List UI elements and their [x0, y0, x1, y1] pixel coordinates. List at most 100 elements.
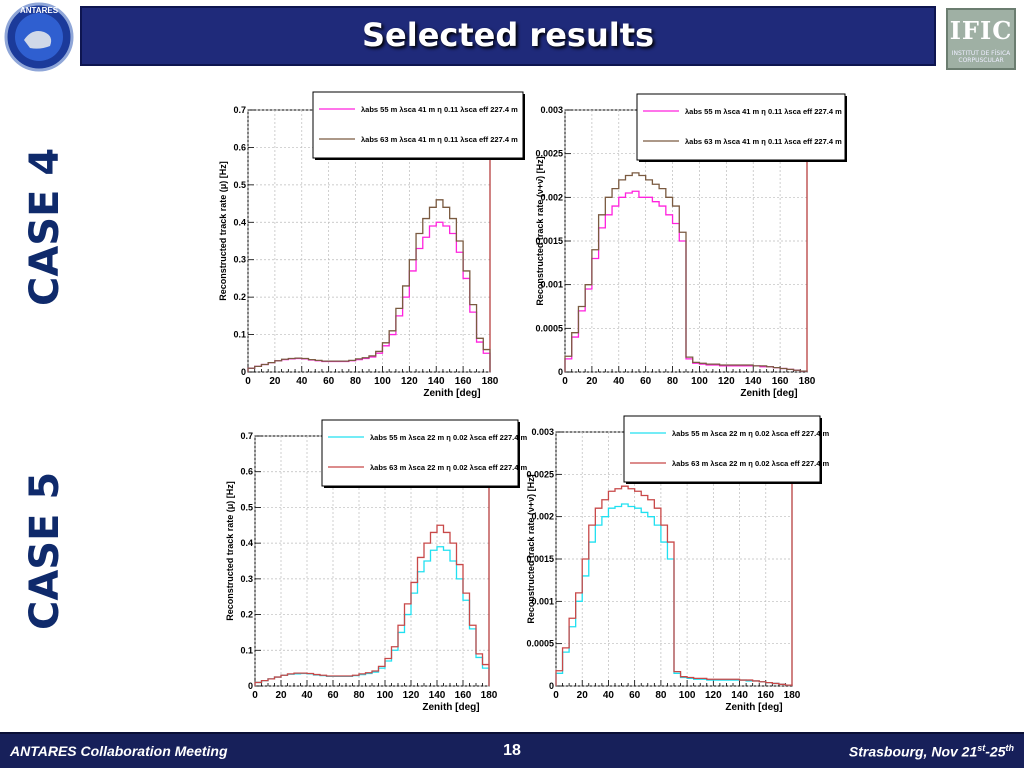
title-bar: Selected results [80, 6, 936, 66]
x-tick-label: 60 [629, 690, 641, 701]
x-tick-label: 180 [799, 376, 816, 387]
y-tick-label: 0.001 [531, 596, 554, 606]
x-tick-label: 160 [757, 690, 774, 701]
y-tick-label: 0 [248, 681, 253, 691]
y-tick-label: 0.7 [233, 105, 246, 115]
legend-label-1: λabs 63 m λsca 41 m η 0.11 λsca eff 227.… [685, 137, 842, 146]
legend-box [312, 91, 524, 159]
y-tick-label: 0.5 [240, 502, 253, 512]
x-tick-label: 160 [772, 376, 789, 387]
x-tick-label: 80 [353, 690, 365, 701]
x-tick-label: 160 [455, 376, 472, 387]
y-tick-label: 0.001 [540, 280, 563, 290]
case4-neutrino-chart: 0 20 40 60 80 100 120 140 160 180 0 0.0005 0.001 0.00… [535, 93, 847, 399]
case5-neutrino-chart: 0 20 40 60 80 100 120 140 160 180 0 0.0005 0.001 0.00… [526, 415, 830, 713]
x-axis-label: Zenith [deg] [422, 702, 479, 713]
legend-label-1: λabs 63 m λsca 41 m η 0.11 λsca eff 227.… [361, 135, 518, 144]
x-tick-label: 80 [655, 690, 667, 701]
legend-label-0: λabs 55 m λsca 41 m η 0.11 λsca eff 227.… [685, 107, 842, 116]
x-tick-label: 120 [403, 690, 420, 701]
y-axis-label: Reconstructed track rate (μ) [Hz] [218, 161, 228, 301]
footer-meeting: ANTARES Collaboration Meeting [10, 743, 228, 759]
y-tick-label: 0.7 [240, 431, 253, 441]
x-tick-label: 60 [640, 376, 652, 387]
y-tick-label: 0 [549, 681, 554, 691]
y-tick-label: 0 [241, 367, 246, 377]
footer-bar: ANTARES Collaboration Meeting 18 Strasbo… [0, 732, 1024, 768]
footer-location: Strasbourg, Nov 21st-25th [848, 743, 1014, 760]
x-tick-label: 20 [586, 376, 598, 387]
y-tick-label: 0.3 [240, 574, 253, 584]
x-tick-label: 120 [718, 376, 735, 387]
x-tick-label: 100 [377, 690, 394, 701]
y-tick-label: 0.0025 [526, 469, 554, 479]
x-tick-label: 40 [296, 376, 308, 387]
legend-label-0: λabs 55 m λsca 22 m η 0.02 λsca eff 227.… [672, 429, 830, 438]
y-tick-label: 0.2 [233, 292, 246, 302]
legend-box [636, 93, 846, 161]
y-tick-label: 0.1 [233, 330, 246, 340]
x-tick-label: 120 [401, 376, 418, 387]
x-tick-label: 20 [275, 690, 287, 701]
ific-logo-sub1: INSTITUT DE FÍSICA [951, 50, 1011, 57]
y-tick-label: 0.0025 [535, 149, 563, 159]
x-axis-label: Zenith [deg] [740, 388, 797, 399]
y-tick-label: 0.002 [531, 512, 554, 522]
legend-box [321, 419, 519, 487]
x-axis-label: Zenith [deg] [725, 702, 782, 713]
y-tick-label: 0.5 [233, 180, 246, 190]
y-tick-label: 0.0005 [535, 323, 563, 333]
x-tick-label: 180 [481, 690, 498, 701]
x-tick-label: 0 [245, 376, 251, 387]
y-tick-label: 0.0015 [526, 554, 554, 564]
series-line-1 [254, 524, 490, 686]
x-tick-label: 40 [603, 690, 615, 701]
x-tick-label: 40 [301, 690, 313, 701]
series-line-1 [247, 199, 491, 372]
y-tick-label: 0.2 [240, 610, 253, 620]
x-tick-label: 140 [429, 690, 446, 701]
case5-muon-chart: 0 20 40 60 80 100 120 140 160 180 0 0.1 0.2 0.3 0.4 0.5… [225, 419, 528, 713]
legend-label-1: λabs 63 m λsca 22 m η 0.02 λsca eff 227.… [672, 459, 830, 468]
y-tick-label: 0.6 [233, 142, 246, 152]
antares-logo-text: ANTARES [20, 6, 59, 15]
x-tick-label: 60 [323, 376, 335, 387]
ific-logo-sub2: CORPUSCULAR [958, 57, 1004, 64]
y-axis-label: Reconstructed track rate (μ) [Hz] [225, 481, 235, 621]
legend-label-1: λabs 63 m λsca 22 m η 0.02 λsca eff 227.… [370, 463, 528, 472]
case-4-label: CASE 4 [22, 147, 68, 306]
y-tick-label: 0.003 [531, 427, 554, 437]
x-tick-label: 80 [350, 376, 362, 387]
y-tick-label: 0.003 [540, 105, 563, 115]
x-tick-label: 20 [577, 690, 589, 701]
y-axis-label: Reconstructed track rate (ν+ν̄) [Hz] [526, 474, 536, 623]
x-tick-label: 140 [731, 690, 748, 701]
legend-box [623, 415, 821, 483]
case-5-label: CASE 5 [22, 471, 68, 630]
page-title: Selected results [361, 16, 655, 54]
y-tick-label: 0 [558, 367, 563, 377]
x-tick-label: 140 [428, 376, 445, 387]
x-tick-label: 80 [667, 376, 679, 387]
x-tick-label: 140 [745, 376, 762, 387]
x-tick-label: 180 [784, 690, 801, 701]
x-tick-label: 100 [374, 376, 391, 387]
legend-label-0: λabs 55 m λsca 41 m η 0.11 λsca eff 227.… [361, 105, 518, 114]
case4-muon-chart: 0 20 40 60 80 100 120 140 160 180 0 0.1 0.2 0.3 0.4 0.5… [218, 91, 525, 399]
ific-logo: IFIC INSTITUT DE FÍSICA CORPUSCULAR [946, 8, 1016, 70]
series-line-1 [564, 172, 808, 372]
y-tick-label: 0.002 [540, 192, 563, 202]
legend-label-0: λabs 55 m λsca 22 m η 0.02 λsca eff 227.… [370, 433, 528, 442]
antares-logo: ANTARES [4, 2, 74, 72]
x-tick-label: 0 [252, 690, 258, 701]
x-tick-label: 180 [482, 376, 499, 387]
y-tick-label: 0.4 [240, 538, 253, 548]
y-tick-label: 0.1 [240, 645, 253, 655]
x-tick-label: 160 [455, 690, 472, 701]
y-tick-label: 0.0005 [526, 639, 554, 649]
ific-logo-text: IFIC [949, 16, 1013, 45]
y-axis-label: Reconstructed track rate (ν+ν̄) [Hz] [535, 156, 545, 305]
x-axis-label: Zenith [deg] [423, 388, 480, 399]
y-tick-label: 0.4 [233, 217, 246, 227]
footer-page-number: 18 [503, 742, 521, 759]
